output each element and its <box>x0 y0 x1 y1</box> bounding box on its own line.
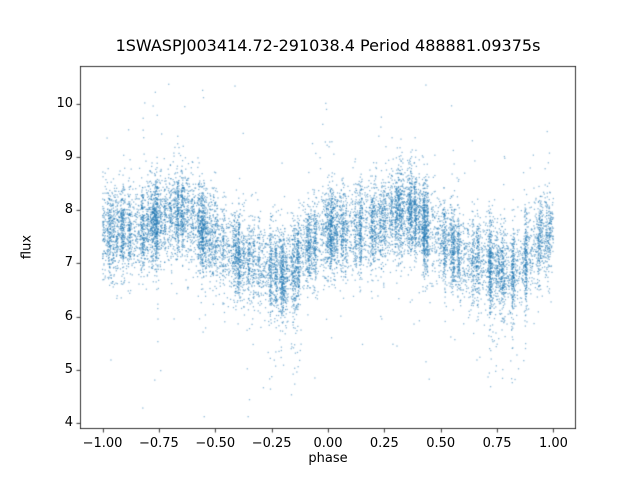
x-tick-label: −0.75 <box>138 436 179 451</box>
x-tick-label: 0.75 <box>482 436 512 451</box>
x-axis-label: phase <box>308 451 348 466</box>
y-tick-label: 8 <box>64 202 73 218</box>
y-tick-label: 6 <box>64 308 73 324</box>
x-tick-label: 0.50 <box>426 436 456 451</box>
y-tick-label: 5 <box>64 361 73 377</box>
x-tick-label: 0.25 <box>369 436 399 451</box>
x-tick-label: 0.00 <box>313 436 343 451</box>
y-tick-label: 7 <box>64 255 73 271</box>
x-tick-label: 1.00 <box>538 436 568 451</box>
chart-title: 1SWASPJ003414.72-291038.4 Period 488881.… <box>115 36 541 55</box>
x-tick-label: −0.50 <box>195 436 236 451</box>
y-tick-label: 9 <box>64 149 73 165</box>
y-tick-label: 10 <box>56 95 73 111</box>
x-tick-label: −1.00 <box>82 436 123 451</box>
x-tick-label: −0.25 <box>251 436 292 451</box>
y-tick-label: 4 <box>64 415 73 431</box>
